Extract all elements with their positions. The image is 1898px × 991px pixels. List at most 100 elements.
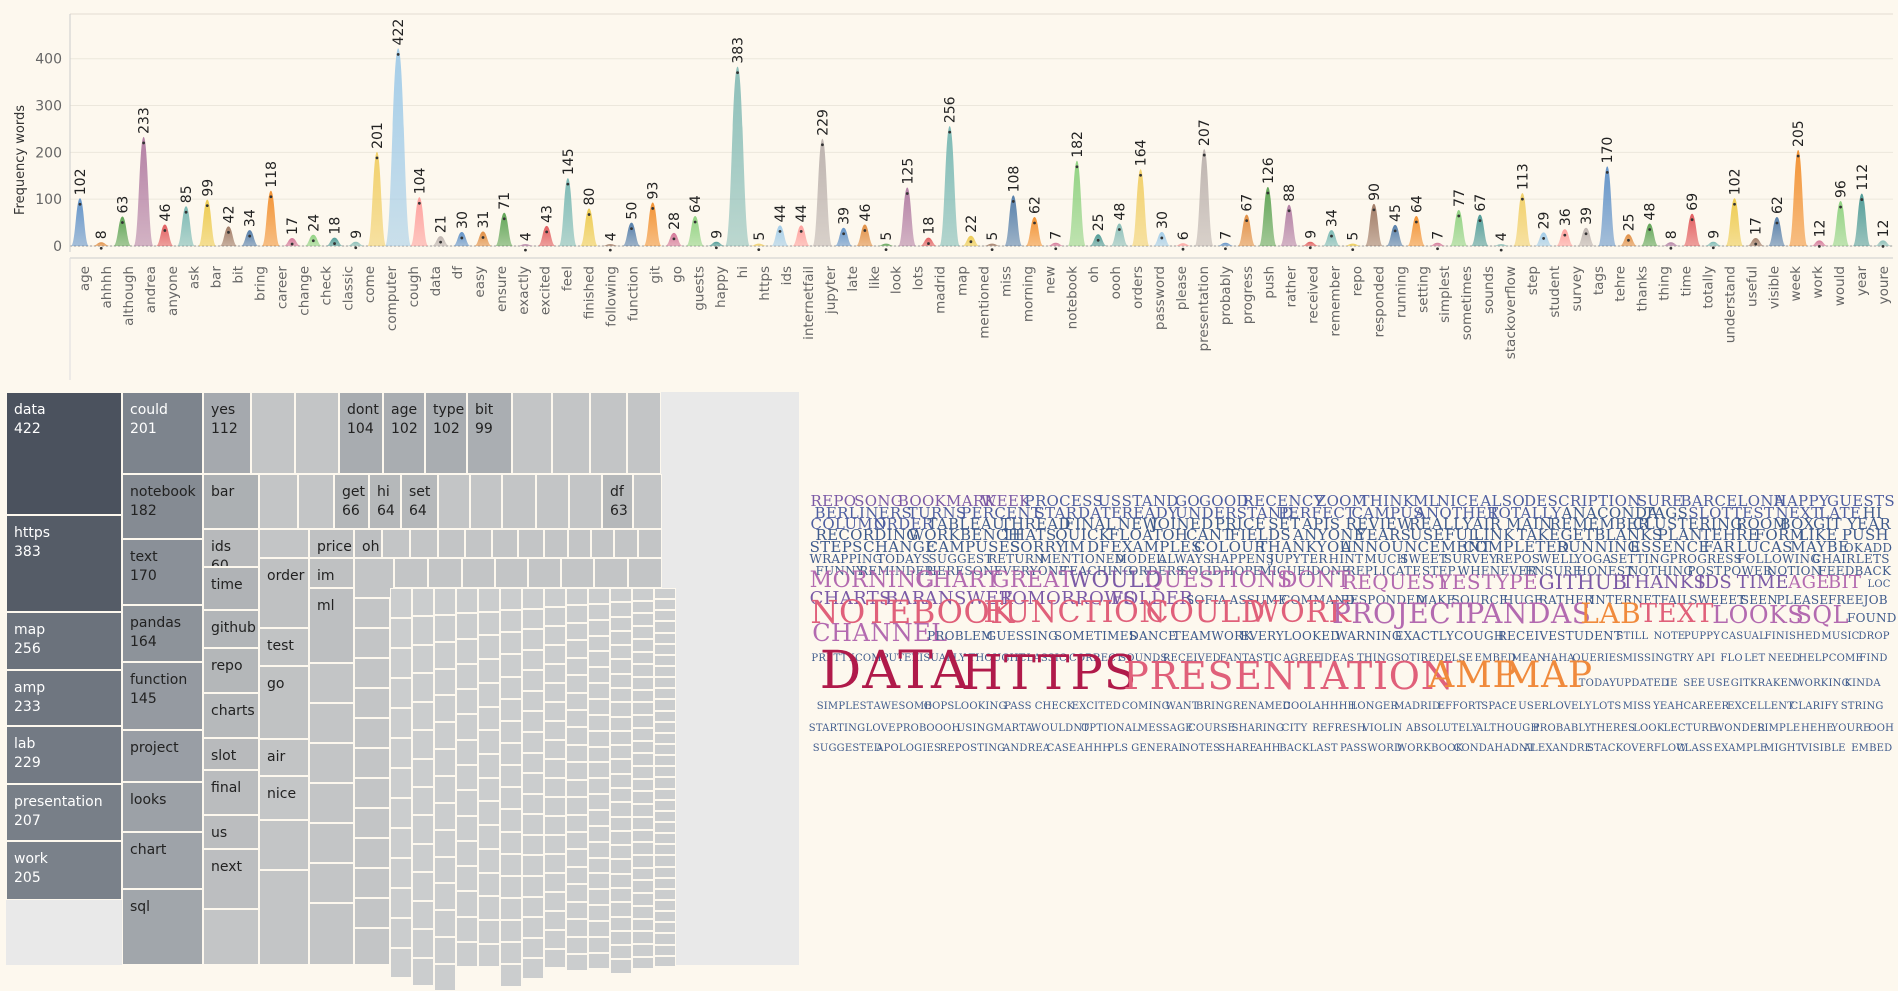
treemap-cell (465, 529, 492, 558)
peak-mark (725, 66, 750, 246)
cloud-word: HTTPS (960, 644, 1138, 701)
cloud-word: DESCRIPTION (1523, 492, 1641, 510)
treemap-cell-looks: looks (122, 782, 203, 832)
treemap-cell (544, 949, 566, 968)
x-tick-label: step (1525, 266, 1541, 295)
x-tick-label: df (450, 265, 466, 280)
peak-dot (1054, 247, 1058, 251)
treemap-label: presentation 207 (14, 794, 103, 829)
treemap-label: function 145 (130, 672, 188, 707)
x-tick-label: ensure (494, 266, 510, 312)
x-tick-label: anyone (165, 266, 181, 316)
peak-dot (1711, 246, 1715, 250)
cloud-word: MISS (1622, 701, 1652, 712)
x-tick-label: ids (779, 266, 795, 285)
peak-value-label: 233 (137, 107, 153, 134)
treemap-cell (434, 614, 456, 642)
x-tick-label: probably (1218, 266, 1234, 325)
treemap-cell (654, 944, 676, 956)
peak-dot (1287, 209, 1291, 213)
treemap-cell (203, 909, 259, 965)
treemap-cell (456, 765, 478, 791)
cloud-word: NOTEBOOK (810, 593, 1015, 632)
treemap-cell (632, 842, 654, 855)
x-tick-label: youre (1876, 266, 1892, 304)
cloud-word: LECTURE (1663, 723, 1717, 734)
treemap-cell (638, 529, 662, 558)
peak-dot (799, 230, 803, 233)
cloud-word: MUSIC (1821, 631, 1860, 642)
treemap-cell (500, 875, 522, 898)
treemap-cell (610, 702, 632, 717)
peak-mark (537, 225, 556, 246)
cloud-word: DF (1087, 538, 1111, 556)
treemap-cell (654, 822, 676, 834)
peak-dot (460, 236, 464, 240)
treemap-label: pandas 164 (130, 615, 182, 650)
x-tick-label: data (428, 266, 444, 296)
treemap-cell (588, 730, 610, 747)
treemap-cell (654, 766, 676, 778)
treemap-cell-https: https 383 (6, 515, 122, 612)
peak-value-label: 21 (434, 215, 450, 233)
cloud-word: RATHER (1538, 593, 1594, 608)
cloud-word: PANDAS (1465, 596, 1592, 630)
treemap-cell (456, 815, 478, 841)
cloud-word: ALEXANDRE (1523, 743, 1593, 754)
cloud-word: MIGUEL (1259, 564, 1315, 579)
treemap-cell (588, 714, 610, 731)
x-tick-label: madrid (933, 266, 949, 314)
cloud-word: COMPLETED (1463, 538, 1570, 556)
treemap-cell (610, 902, 632, 917)
treemap-cell (552, 392, 590, 474)
x-tick-label: miss (998, 266, 1014, 297)
peak-dot (375, 156, 379, 160)
cloud-word: MIGHT (1764, 743, 1803, 754)
peak-value-label: 46 (858, 204, 874, 222)
treemap-cell (434, 588, 456, 615)
treemap-cell (610, 673, 632, 688)
cloud-word: COME (1828, 653, 1863, 664)
peak-dot (1669, 246, 1673, 250)
peak-value-label: 108 (1006, 166, 1022, 193)
cloud-word: OOPS (923, 701, 955, 712)
x-tick-label: totally (1700, 266, 1716, 309)
peak-dot (1393, 229, 1397, 233)
treemap-cell (633, 474, 662, 529)
treemap-cell (610, 930, 632, 946)
cloud-word: REQUEST (1341, 570, 1450, 594)
treemap-cell (412, 843, 434, 873)
cloud-word: TOMORROWS (999, 587, 1136, 609)
peak-mark (1216, 242, 1235, 246)
treemap-cell (566, 744, 588, 763)
treemap-cell (654, 911, 676, 923)
peak-value-label: 170 (1600, 137, 1616, 164)
x-tick-label: jupyter (823, 266, 839, 315)
peak-value-label: 4 (518, 232, 534, 241)
peak-mark (770, 225, 789, 246)
treemap-cell (566, 675, 588, 693)
peak-value-label: 80 (582, 188, 598, 206)
cloud-word: READY (1121, 504, 1179, 522)
peak-dot (1563, 233, 1567, 237)
peak-dot (1627, 238, 1630, 242)
x-tick-label: git (647, 266, 663, 284)
x-tick-label: sounds (1481, 266, 1497, 314)
treemap-cell (627, 392, 661, 474)
cloud-word: FLOAT (1108, 526, 1163, 544)
treemap-cell (522, 958, 544, 979)
treemap-cell (354, 628, 390, 658)
peak-dot (1542, 237, 1546, 240)
x-tick-label: thanks (1635, 266, 1651, 312)
treemap-cell (654, 721, 676, 733)
treemap-cell (632, 855, 654, 868)
cloud-word: PROCESS (1024, 492, 1104, 510)
peak-value-label: 383 (731, 37, 747, 64)
treemap-label: sql (130, 899, 151, 915)
treemap-cell (544, 721, 566, 740)
cloud-word: MAKE (1415, 593, 1456, 608)
treemap-label: set 64 (409, 484, 431, 519)
treemap-cell (544, 797, 566, 816)
cloud-word: REPO (810, 492, 857, 510)
x-tick-label: bar (209, 266, 225, 289)
